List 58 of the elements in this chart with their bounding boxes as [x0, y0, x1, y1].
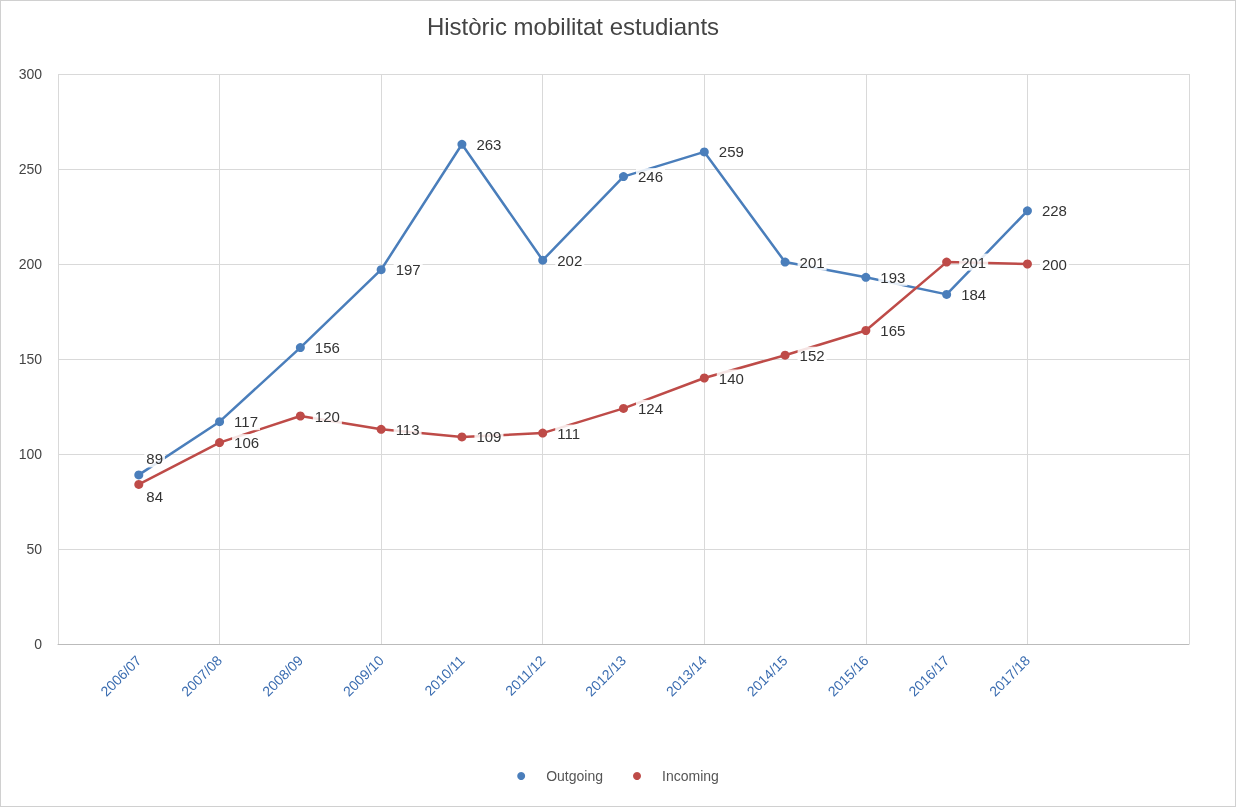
- point: [1022, 206, 1032, 216]
- point: [295, 411, 305, 421]
- data-label: 120: [314, 407, 340, 425]
- point: [215, 417, 225, 427]
- data-label: 193: [880, 268, 906, 286]
- data-label: 152: [799, 346, 825, 364]
- legend-label: Outgoing: [546, 768, 604, 784]
- point: [699, 147, 709, 157]
- y-tick-label: 250: [18, 161, 43, 177]
- y-tick-label: 0: [34, 636, 43, 652]
- point: [376, 424, 386, 434]
- legend-label: Incoming: [662, 768, 719, 784]
- point: [215, 438, 225, 448]
- y-tick-label: 300: [18, 66, 43, 82]
- point: [1022, 259, 1032, 269]
- data-label: 200: [1041, 255, 1067, 273]
- data-label: 84: [146, 487, 163, 505]
- y-tick-label: 50: [26, 541, 43, 557]
- point: [861, 326, 871, 335]
- point: [457, 432, 467, 442]
- data-label: 202: [557, 251, 583, 269]
- data-label: 89: [146, 450, 163, 468]
- point: [780, 257, 790, 267]
- point: [861, 272, 871, 282]
- data-label: 124: [638, 399, 664, 417]
- y-tick-label: 150: [18, 351, 43, 367]
- point: [619, 403, 628, 413]
- data-label: 259: [718, 143, 744, 161]
- data-label: 113: [395, 420, 420, 438]
- point: [376, 265, 386, 275]
- point: [942, 257, 952, 267]
- data-label: 201: [961, 253, 987, 271]
- point: [942, 289, 952, 299]
- data-label: 156: [314, 339, 340, 357]
- data-label: 197: [395, 261, 421, 279]
- point: [619, 172, 628, 182]
- data-label: 117: [234, 413, 258, 431]
- point: [780, 350, 790, 360]
- chart-title: Històric mobilitat estudiants: [426, 12, 720, 40]
- y-tick-label: 100: [18, 446, 43, 462]
- data-label: 263: [476, 135, 502, 153]
- data-label: 228: [1041, 202, 1067, 220]
- point: [134, 470, 144, 480]
- data-label: 184: [961, 285, 987, 303]
- point: [699, 373, 709, 383]
- point: [295, 343, 305, 353]
- data-label: 201: [799, 253, 825, 271]
- data-label: 140: [718, 369, 744, 387]
- point: [538, 428, 548, 438]
- point: [538, 255, 548, 265]
- data-label: 246: [638, 168, 664, 186]
- data-label: 106: [234, 434, 260, 452]
- data-label: 165: [880, 322, 906, 339]
- point: [134, 479, 144, 489]
- y-tick-label: 200: [18, 256, 43, 272]
- data-label: 111: [557, 424, 581, 442]
- data-label: 109: [476, 428, 502, 446]
- point: [457, 139, 467, 149]
